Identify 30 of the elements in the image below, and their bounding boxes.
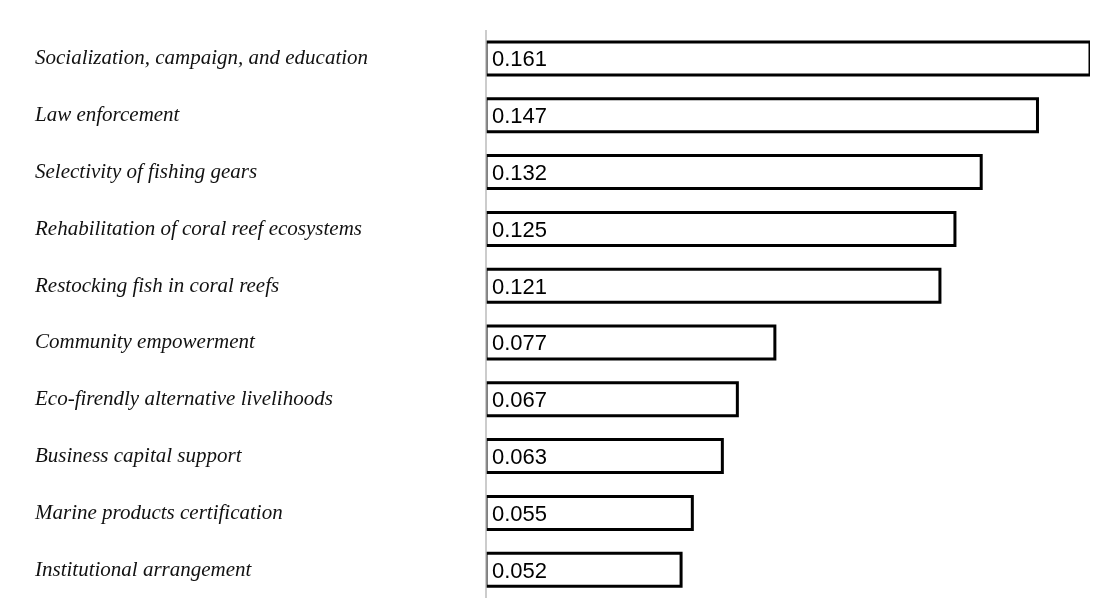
y-tick-label: Law enforcement <box>34 102 181 127</box>
bar <box>486 154 983 191</box>
data-label: 0.063 <box>492 443 548 469</box>
bar <box>486 210 957 247</box>
y-tick-label: Rehabilitation of coral reef ecosystems <box>34 215 362 240</box>
bar <box>486 40 1090 77</box>
y-tick-label: Eco-firendly alternative livelihoods <box>34 386 333 411</box>
y-tick-label: Institutional arrangement <box>34 556 253 581</box>
data-label: 0.132 <box>492 159 548 185</box>
y-tick-label: Marine products certification <box>34 499 283 524</box>
data-label: 0.067 <box>492 387 548 413</box>
y-tick-label: Business capital support <box>35 443 243 467</box>
y-tick-label: Restocking fish in coral reefs <box>34 272 280 297</box>
bar <box>486 494 694 531</box>
y-tick-label: Selectivity of fishing gears <box>35 159 258 183</box>
data-label: 0.077 <box>492 330 548 356</box>
data-label: 0.125 <box>492 216 548 242</box>
data-label: 0.147 <box>492 103 548 129</box>
bar <box>486 267 942 304</box>
y-tick-label: Community empowerment <box>35 329 257 354</box>
bar <box>486 97 1039 134</box>
data-label: 0.055 <box>492 500 548 526</box>
bar <box>486 438 724 475</box>
bar <box>486 324 777 361</box>
bar <box>486 551 683 588</box>
data-label: 0.161 <box>492 46 548 72</box>
data-label: 0.121 <box>492 273 548 299</box>
y-tick-label: Socialization, campaign, and education <box>35 45 369 70</box>
data-label: 0.052 <box>492 557 548 583</box>
bar <box>486 381 739 418</box>
